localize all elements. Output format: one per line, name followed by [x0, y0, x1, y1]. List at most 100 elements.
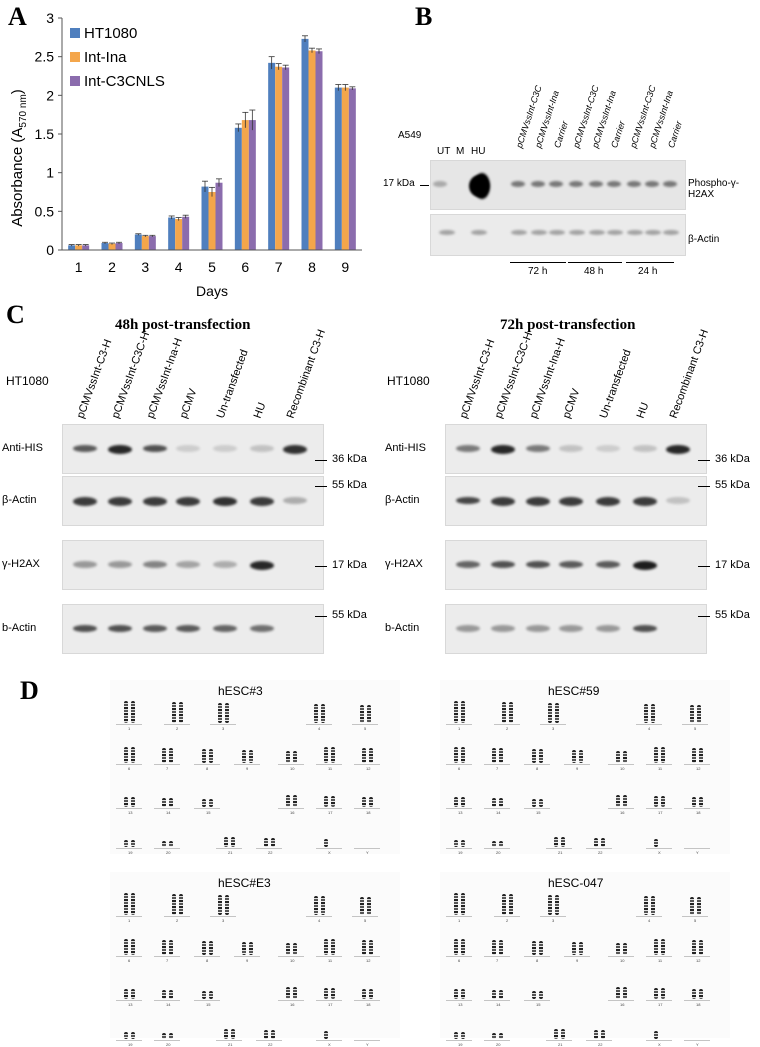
chromosome-number: 7: [166, 958, 169, 963]
x-tick-label: 8: [308, 259, 316, 275]
blot-band: [663, 230, 679, 235]
blot-band: [526, 561, 550, 568]
blot-c-right-marker-line: [698, 486, 710, 487]
chromosome-number: 10: [290, 958, 295, 963]
chromosome-baseline: [194, 1000, 220, 1001]
blot-band: [250, 445, 274, 452]
blot-band: [596, 445, 620, 452]
y-tick-label: 0: [46, 242, 54, 258]
chromosome: [202, 991, 206, 999]
blot-c-right-membrane: [445, 476, 707, 526]
bar: [234, 127, 242, 250]
chromosome: [548, 703, 552, 723]
chromosome-number: 11: [328, 766, 333, 771]
blot-c-left-row-label: Anti-HIS: [2, 442, 43, 454]
chromosome-baseline: [210, 916, 236, 917]
blot-band: [213, 625, 237, 632]
blot-c-left-row-label: b-Actin: [2, 622, 37, 634]
legend-swatch: [70, 28, 80, 38]
chromosome-baseline: [682, 724, 708, 725]
chromosome-baseline: [306, 916, 332, 917]
chromosome-baseline: [316, 956, 342, 957]
chromosome: [539, 799, 543, 807]
bar: [141, 236, 149, 250]
bar: [182, 216, 190, 250]
blot-c-left-row-label: γ-H2AX: [2, 558, 40, 570]
chromosome-baseline: [164, 724, 190, 725]
blot-band: [456, 497, 480, 504]
blot-band: [108, 497, 132, 506]
chromosome: [499, 940, 503, 955]
blot-band: [456, 445, 480, 452]
chromosome: [692, 748, 696, 763]
chromosome-number: 4: [318, 918, 321, 923]
chromosome: [499, 841, 503, 847]
blot-c-right-membrane: [445, 540, 707, 590]
blot-band: [73, 625, 97, 632]
panel-a-label: A: [8, 2, 27, 31]
chromosome: [461, 701, 465, 723]
blot-c-right-lane-label: pCMVssInt-Ina-H: [527, 336, 568, 420]
chromosome: [623, 987, 627, 999]
bar: [241, 120, 249, 250]
chromosome-baseline: [646, 956, 672, 957]
chromosome-number: 18: [366, 810, 371, 815]
chromosome: [561, 837, 565, 847]
chromosome: [654, 796, 658, 807]
chromosome: [324, 796, 328, 807]
blot-c-right-marker: 55 kDa: [715, 609, 750, 621]
chromosome: [331, 747, 335, 763]
karyotype-panel: [110, 872, 400, 1038]
chromosome: [360, 897, 364, 915]
chromosome-baseline: [684, 956, 710, 957]
chromosome: [499, 990, 503, 999]
x-axis-label: Days: [196, 283, 228, 299]
chromosome-baseline: [164, 916, 190, 917]
karyotype-title: hESC-047: [548, 876, 604, 890]
chromosome: [169, 748, 173, 763]
bar: [315, 51, 323, 251]
chromosome-baseline: [484, 1040, 510, 1041]
chromosome: [162, 748, 166, 763]
legend-label: Int-Ina: [84, 49, 127, 66]
blot-band: [526, 445, 550, 452]
chromosome-baseline: [154, 808, 180, 809]
bar: [208, 192, 216, 250]
blot-band: [633, 445, 657, 452]
chromosome-baseline: [636, 916, 662, 917]
chromosome: [699, 797, 703, 807]
chromosome-baseline: [278, 956, 304, 957]
chromosome-number: 6: [458, 766, 461, 771]
chromosome: [654, 747, 658, 763]
chromosome-number: 8: [206, 766, 209, 771]
chromosome: [131, 840, 135, 847]
blot-b-sample-lane: Carrier: [609, 119, 628, 150]
chromosome-baseline: [278, 808, 304, 809]
chromosome: [454, 939, 458, 955]
chromosome-baseline: [354, 1000, 380, 1001]
chromosome-number: 16: [620, 810, 625, 815]
chromosome-baseline: [608, 808, 634, 809]
blot-band: [143, 625, 167, 632]
chromosome-baseline: [354, 808, 380, 809]
chromosome: [532, 799, 536, 807]
blot-c-right-marker: 36 kDa: [715, 453, 750, 465]
blot-band: [143, 561, 167, 568]
bar: [301, 38, 309, 250]
chromosome: [623, 795, 627, 807]
blot-b-row1-label: Phospho-γ-H2AX: [688, 178, 740, 200]
chromosome-number: 11: [658, 766, 663, 771]
chromosome: [321, 896, 325, 915]
chromosome: [539, 991, 543, 999]
chromosome-baseline: [352, 724, 378, 725]
chromosome-baseline: [684, 1040, 710, 1041]
chromosome: [454, 989, 458, 999]
chromosome: [616, 751, 620, 763]
x-tick-label: 4: [175, 259, 183, 275]
chromosome-baseline: [546, 848, 572, 849]
chromosome-baseline: [446, 764, 472, 765]
chromosome-baseline: [154, 1040, 180, 1041]
karyotype-title: hESC#59: [548, 684, 600, 698]
chromosome: [499, 1033, 503, 1039]
blot-band: [213, 497, 237, 506]
